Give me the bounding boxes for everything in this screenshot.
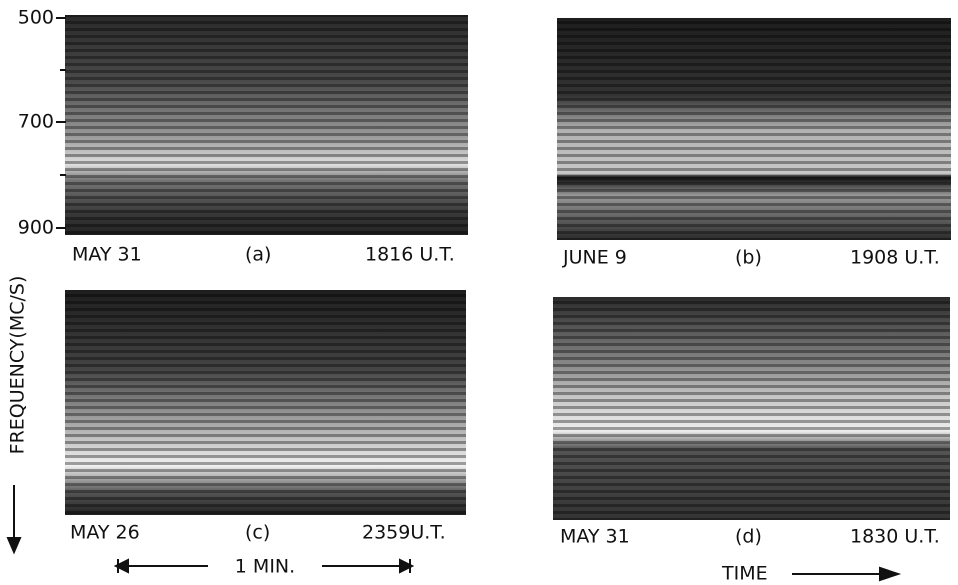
- panel-time: 1830 U.T.: [850, 526, 940, 548]
- panel-label: (a): [245, 244, 271, 266]
- tick-label: 500: [18, 7, 54, 29]
- spectrogram-texture: [557, 18, 951, 240]
- scale-label: 1 MIN.: [235, 556, 295, 578]
- panel-label: (d): [735, 526, 762, 548]
- time-label: TIME: [721, 563, 768, 585]
- panel-date: MAY 31: [560, 526, 630, 548]
- tick-label: 900: [18, 217, 54, 239]
- axis-arrow: [6, 485, 22, 555]
- panel-date: JUNE 9: [562, 247, 627, 269]
- spectrogram-texture: [65, 290, 466, 515]
- panel-label: (c): [245, 522, 270, 544]
- panel-time: 2359U.T.: [362, 522, 446, 544]
- axis-label: FREQUENCY(MC/S): [7, 276, 29, 455]
- panel-date: MAY 31: [72, 244, 142, 266]
- tick-label: 700: [18, 111, 54, 133]
- spectrogram-texture: [553, 297, 950, 520]
- panel-time: 1908 U.T.: [850, 247, 940, 269]
- axis-ticks: [56, 17, 66, 229]
- panel-time: 1816 U.T.: [365, 244, 455, 266]
- panel-date: MAY 26: [70, 522, 140, 544]
- scale-arrows: [113, 558, 415, 574]
- time-arrow: [792, 566, 902, 582]
- panel-label: (b): [735, 247, 762, 269]
- spectrogram-texture: [65, 15, 468, 235]
